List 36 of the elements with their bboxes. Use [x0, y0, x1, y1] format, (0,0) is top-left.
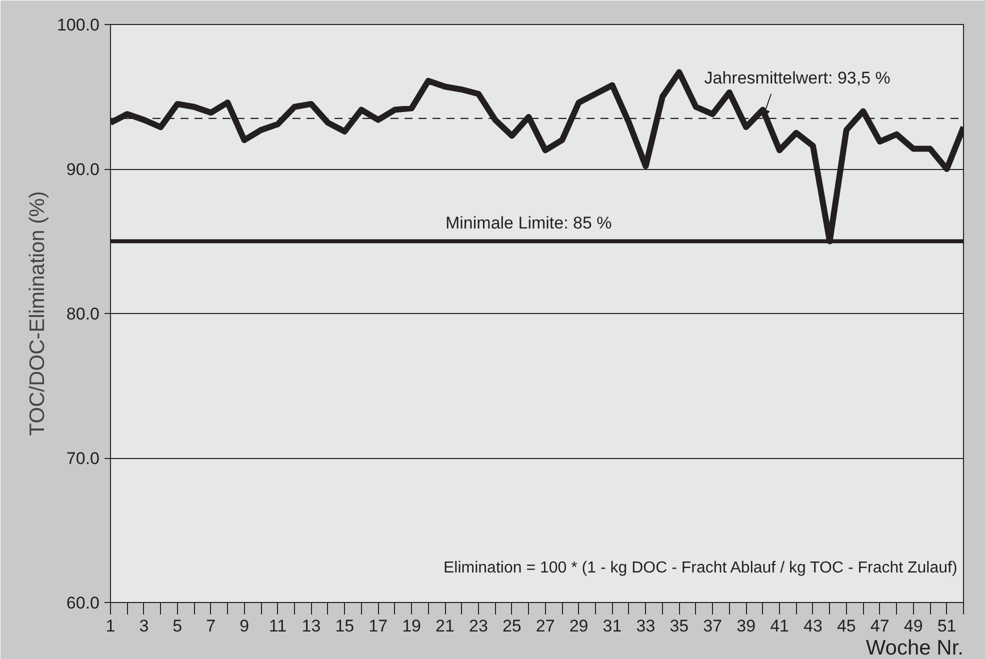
x-tick-label: 43 — [804, 616, 822, 636]
x-tick-label: 9 — [240, 616, 250, 636]
x-tick-label: 3 — [139, 616, 149, 636]
x-tick-label: 11 — [268, 616, 287, 636]
y-tick-label: 90.0 — [66, 160, 100, 179]
x-tick-label: 29 — [569, 616, 588, 636]
x-tick-label: 33 — [636, 616, 656, 636]
x-tick-label: 49 — [904, 616, 923, 636]
x-tick-label: 19 — [402, 616, 422, 636]
x-tick-label: 31 — [602, 616, 622, 636]
x-tick-label: 37 — [703, 616, 722, 636]
x-tick-label: 5 — [172, 616, 182, 636]
y-tick-label: 60.0 — [66, 594, 100, 612]
x-tick-label: 1 — [106, 616, 116, 636]
y-tick-label: 70.0 — [66, 449, 100, 468]
x-tick-label: 25 — [502, 616, 522, 636]
y-tick-label: 80.0 — [66, 304, 100, 324]
x-tick-label: 15 — [335, 616, 354, 636]
x-tick-label: 45 — [836, 616, 856, 636]
x-axis-title: Woche Nr. — [866, 636, 964, 659]
y-tick-label: 100.0 — [56, 16, 100, 34]
x-tick-label: 41 — [770, 616, 789, 636]
x-tick-label: 17 — [368, 616, 388, 636]
x-tick-label: 21 — [436, 616, 454, 636]
x-tick-label: 13 — [302, 616, 321, 636]
x-tick-label: 35 — [670, 616, 689, 636]
ref-line-label: Jahresmittelwert: 93,5 % — [704, 68, 890, 88]
ref-line-label: Minimale Limite: 85 % — [445, 214, 612, 233]
x-tick-label: 51 — [937, 616, 956, 636]
x-tick-label: 23 — [469, 616, 488, 636]
x-tick-label: 47 — [870, 616, 890, 636]
x-tick-label: 39 — [736, 616, 756, 636]
annotation: Elimination = 100 * (1 - kg DOC - Fracht Ablauf / kg TOC - Fracht Zulauf) — [443, 559, 958, 576]
x-tick-label: 27 — [536, 616, 555, 636]
x-tick-label: 7 — [206, 616, 216, 636]
y-axis-title: TOC/DOC-Elimination (%) — [26, 191, 49, 436]
